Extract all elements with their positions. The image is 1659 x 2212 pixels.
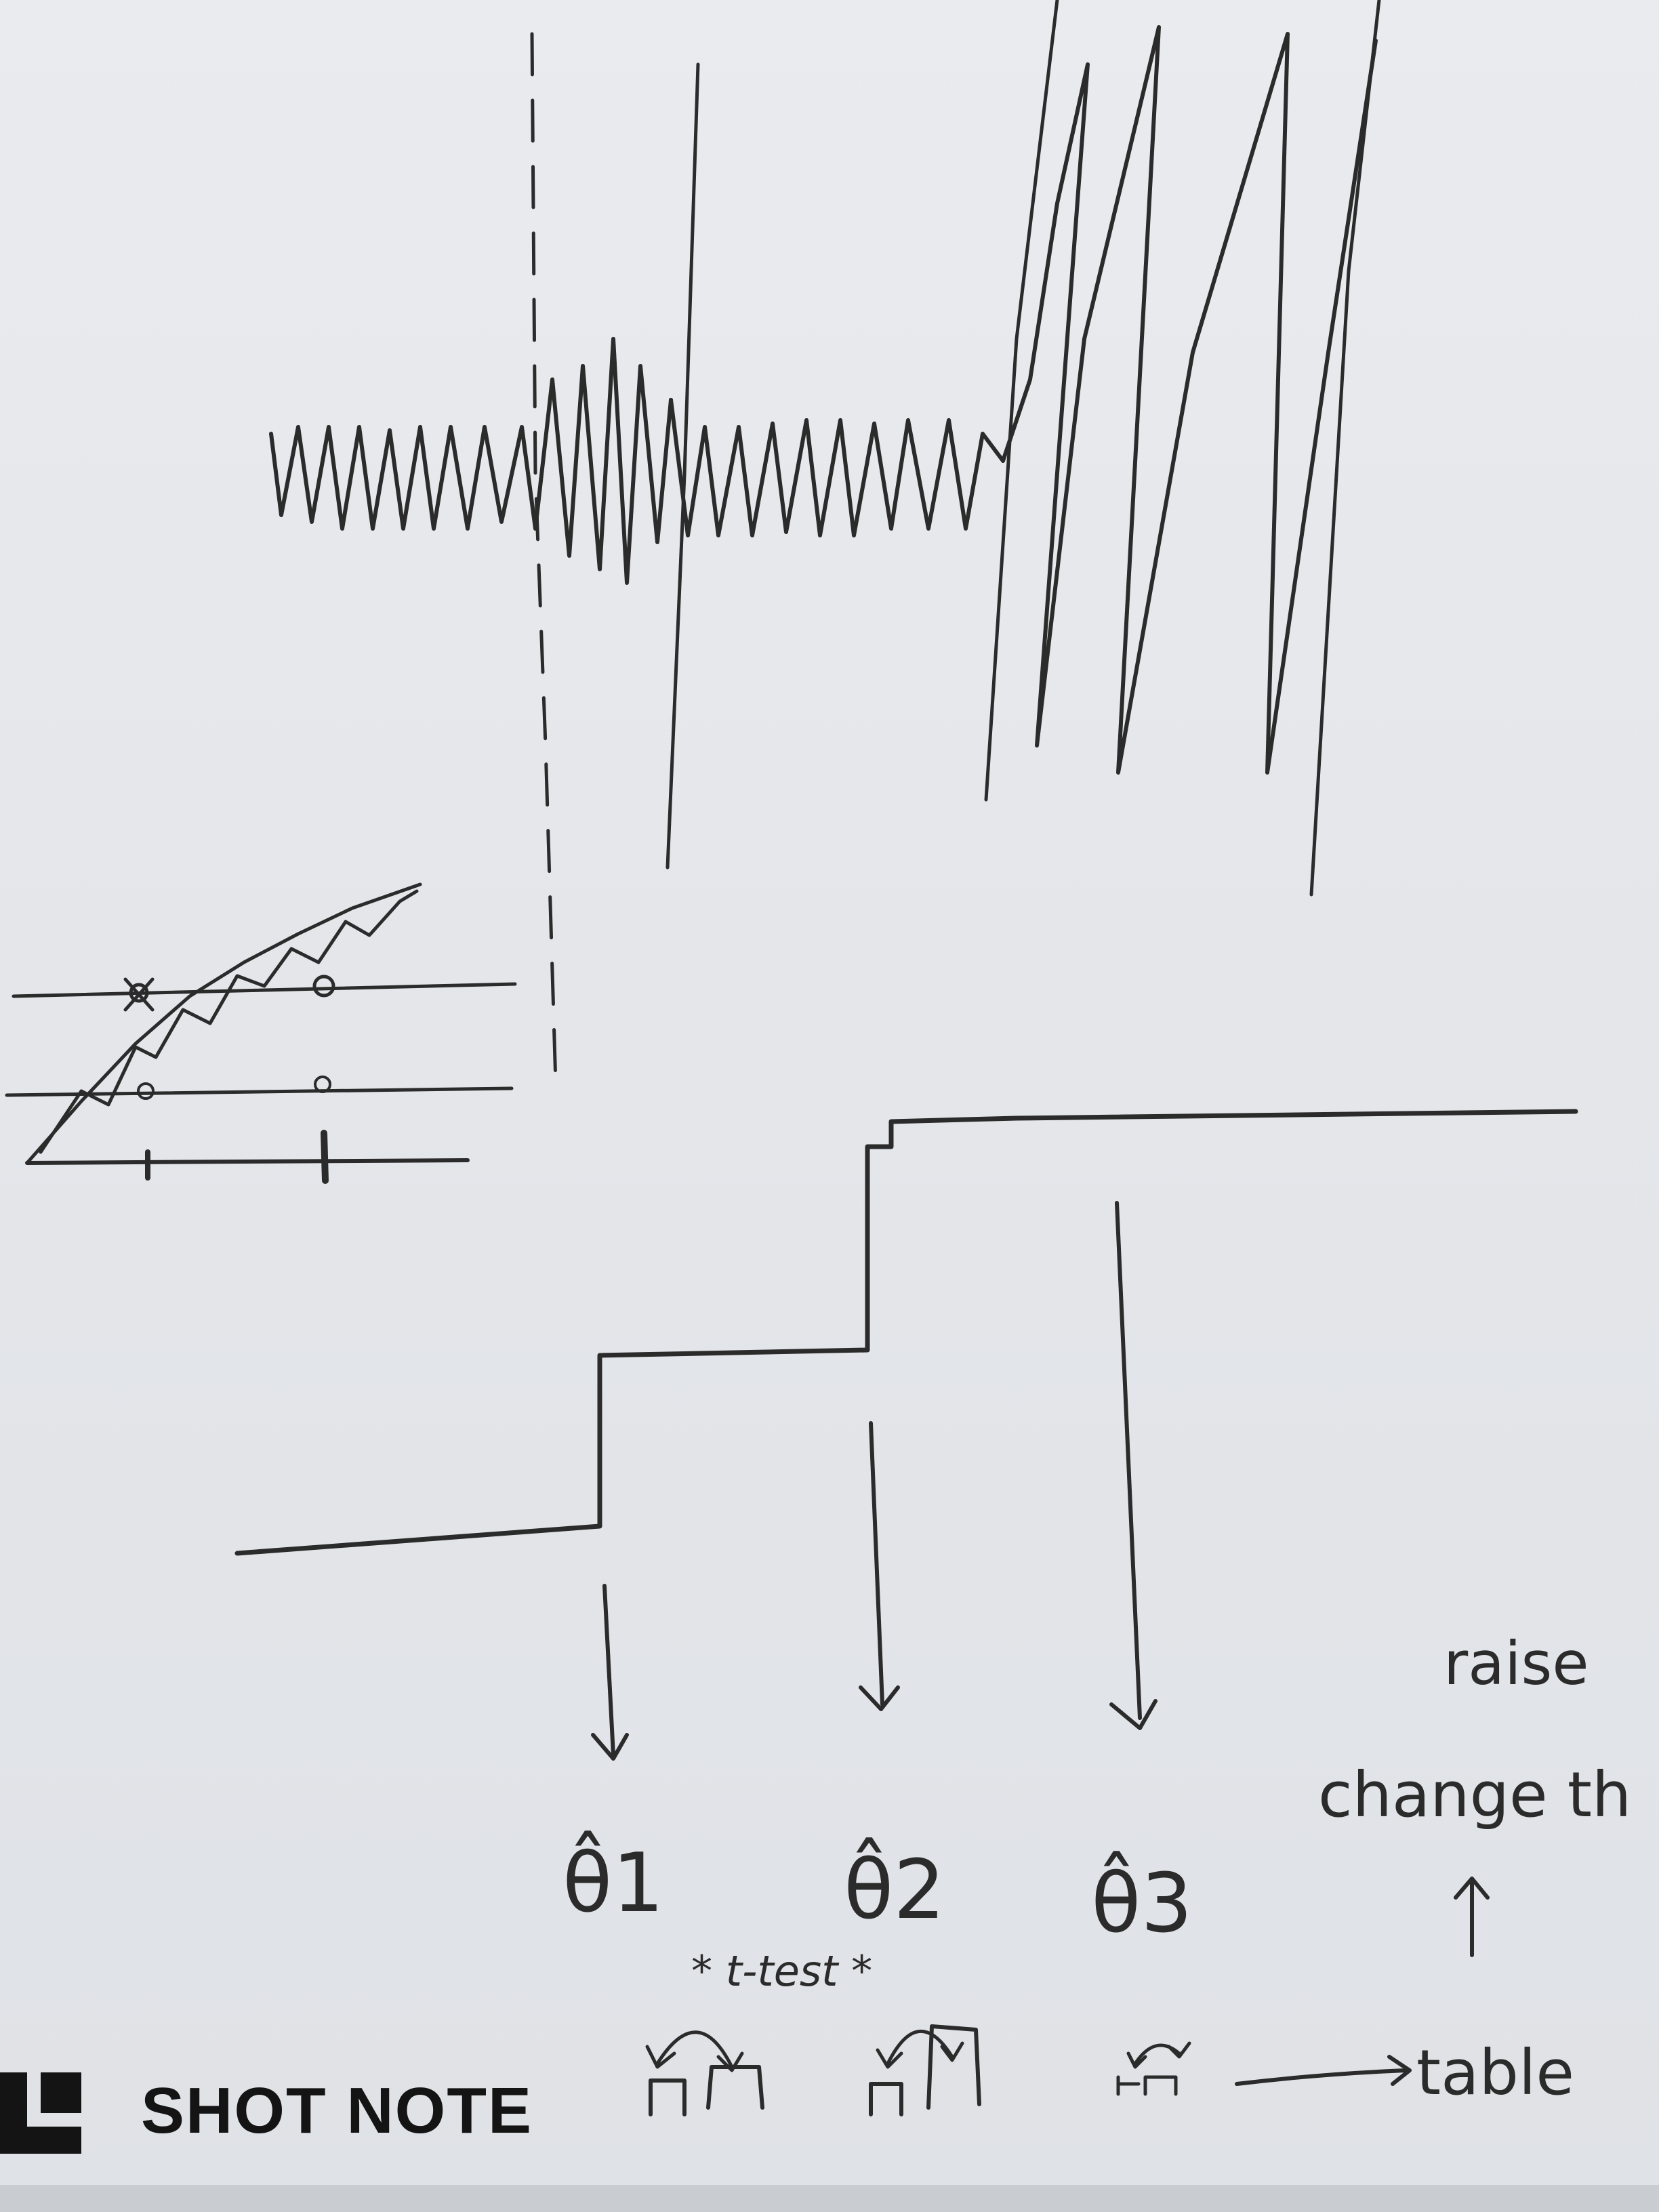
signal-mid-oscillations [669, 398, 1005, 537]
arrow-3 [1109, 1201, 1158, 1730]
signal-small-oscillations [269, 425, 537, 531]
signal-large-oscillations [1001, 25, 1378, 775]
theta-hat-3-label: θ̂3 [1091, 1851, 1193, 1951]
dashed-divider [530, 32, 558, 1086]
vertical-line-1 [665, 62, 700, 869]
vertical-line-3 [1309, 0, 1381, 897]
arrow-to-table [1235, 2055, 1412, 2086]
bars-2 [869, 2024, 981, 2116]
swap-arrow-1 [645, 2030, 744, 2072]
swap-arrow-2 [876, 2029, 964, 2069]
signal-burst [533, 337, 673, 585]
bars-1 [649, 2065, 764, 2116]
arrow-up [1454, 1877, 1490, 1957]
theta-hat-2-label: θ̂2 [844, 1838, 945, 1938]
vertical-line-2 [984, 0, 1059, 802]
theta-hat-1-label: θ̂1 [562, 1831, 664, 1931]
arrow-2 [859, 1421, 900, 1711]
shot-note-logo-icon [0, 2072, 81, 2154]
raise-label: raise [1443, 1629, 1589, 1698]
bars-3 [1116, 2075, 1178, 2096]
step-function [234, 1109, 1578, 1556]
bottom-edge [0, 2185, 1659, 2212]
swap-arrow-3 [1126, 2041, 1191, 2069]
brand-name: SHOT NOTE [141, 2074, 533, 2147]
change-label: change th [1318, 1759, 1631, 1831]
table-label: table [1416, 2036, 1574, 2109]
inset-graph [5, 882, 517, 1184]
t-test-label: * t-test * [691, 1946, 872, 1996]
arrow-1 [591, 1584, 629, 1761]
